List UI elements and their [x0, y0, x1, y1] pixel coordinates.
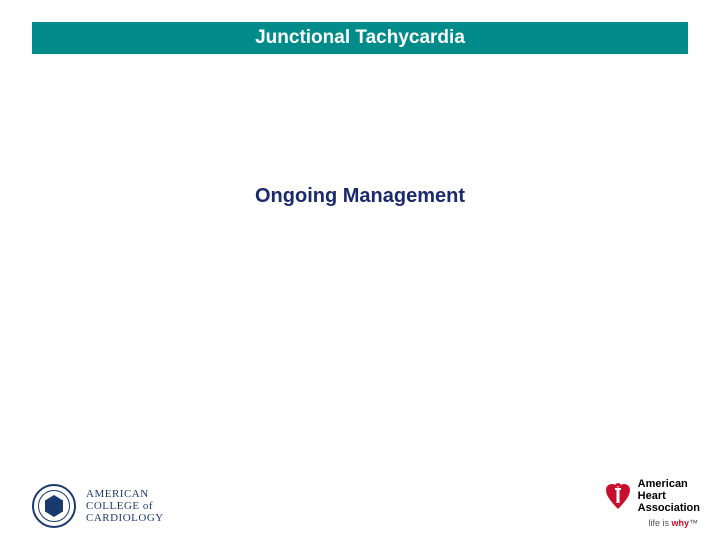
- aha-line1: American: [638, 478, 700, 490]
- acc-logo: AMERICAN COLLEGE of CARDIOLOGY: [32, 484, 164, 528]
- acc-line3: CARDIOLOGY: [86, 512, 164, 524]
- title-text: Junctional Tachycardia: [255, 27, 465, 49]
- footer: AMERICAN COLLEGE of CARDIOLOGY American …: [32, 478, 700, 528]
- aha-line2: Heart: [638, 490, 700, 502]
- aha-logo-text: American Heart Association: [638, 478, 700, 514]
- acc-line2: COLLEGE of: [86, 500, 164, 512]
- title-bar: Junctional Tachycardia: [32, 22, 688, 54]
- subtitle: Ongoing Management: [0, 185, 720, 208]
- heart-torch-icon: [604, 481, 632, 511]
- aha-logo-top: American Heart Association: [604, 478, 700, 514]
- acc-seal-icon: [32, 484, 76, 528]
- aha-tagline: life is why™: [648, 518, 698, 528]
- aha-line3: Association: [638, 502, 700, 514]
- acc-line1: AMERICAN: [86, 488, 164, 500]
- aha-logo: American Heart Association life is why™: [604, 478, 700, 528]
- acc-logo-text: AMERICAN COLLEGE of CARDIOLOGY: [86, 488, 164, 524]
